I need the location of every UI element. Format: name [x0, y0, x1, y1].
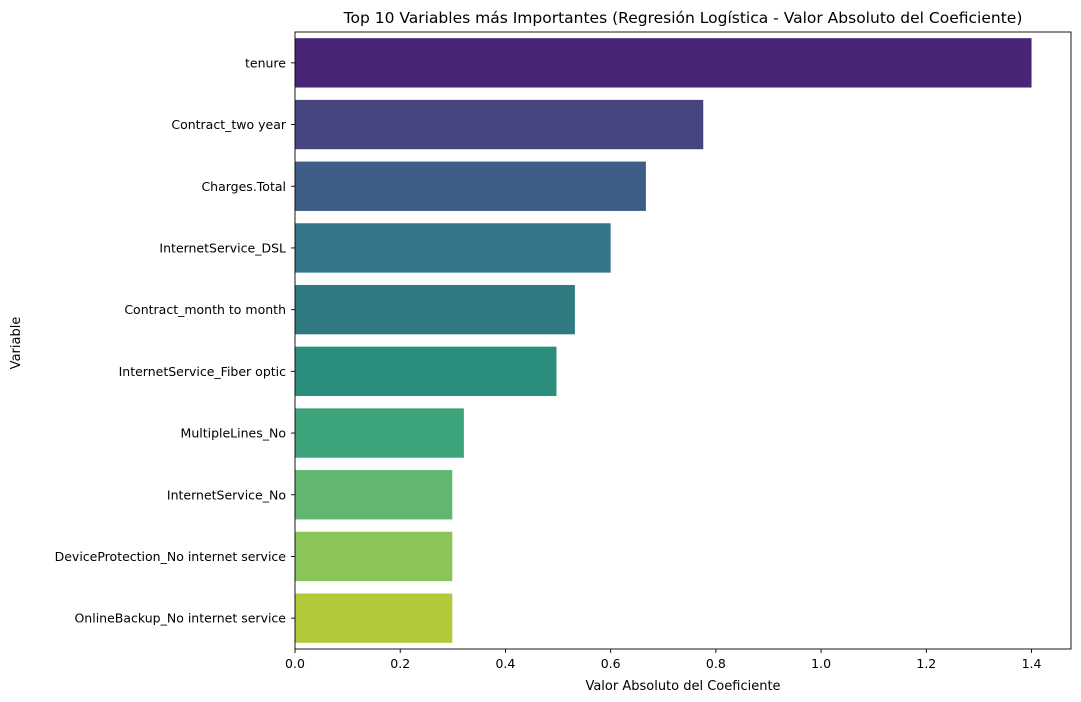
- y-tick-label: OnlineBackup_No internet service: [74, 611, 286, 626]
- x-ticks-group: 0.0 0.2 0.4 0.6 0.8 1.0 1.2 1.4: [285, 649, 1042, 671]
- bar: [295, 531, 453, 582]
- bar: [295, 346, 557, 397]
- bar: [295, 99, 704, 150]
- y-tick-label: Charges.Total: [201, 179, 286, 194]
- y-tick-label: Contract_two year: [171, 117, 287, 132]
- bar: [295, 284, 575, 335]
- y-tick-label: InternetService_No: [167, 487, 286, 502]
- x-tick-label: 1.0: [811, 656, 831, 671]
- plot-frame: [294, 31, 1072, 650]
- bars-group: [295, 38, 1032, 643]
- bar: [295, 470, 453, 520]
- chart-title: Top 10 Variables más Importantes (Regres…: [343, 9, 1023, 27]
- x-tick-label: 0.0: [285, 656, 305, 671]
- x-tick-label: 0.4: [495, 656, 515, 671]
- bar: [295, 593, 453, 643]
- bar: [295, 161, 646, 211]
- x-tick-label: 0.2: [390, 656, 410, 671]
- bar: [295, 38, 1032, 88]
- x-tick-label: 0.8: [706, 656, 726, 671]
- y-tick-label: DeviceProtection_No internet service: [55, 549, 287, 564]
- x-axis-label: Valor Absoluto del Coeficiente: [585, 679, 780, 694]
- bar: [295, 223, 611, 273]
- y-tick-label: MultipleLines_No: [181, 426, 286, 441]
- x-tick-label: 1.2: [916, 656, 936, 671]
- x-tick-label: 1.4: [1022, 656, 1042, 671]
- y-ticks-group: tenure Contract_two year Charges.Total Inte…: [55, 55, 295, 626]
- x-tick-label: 0.6: [601, 656, 621, 671]
- y-tick-label: InternetService_DSL: [159, 240, 286, 255]
- y-tick-label: InternetService_Fiber optic: [119, 364, 287, 379]
- bar: [295, 408, 464, 458]
- y-axis-label: Variable: [9, 317, 24, 370]
- y-tick-label: tenure: [245, 55, 286, 70]
- y-tick-label: Contract_month to month: [124, 302, 286, 317]
